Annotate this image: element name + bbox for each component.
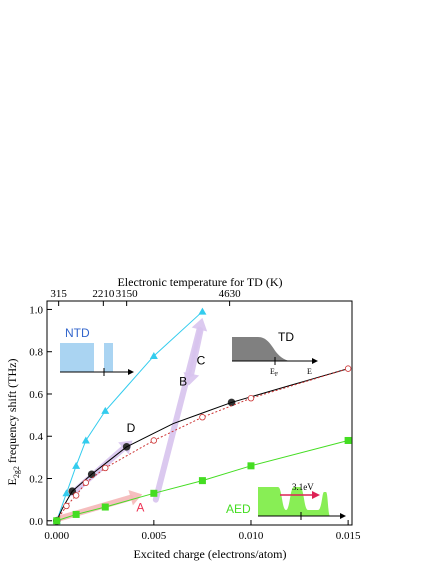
highlight-arrow-head xyxy=(191,317,208,332)
series-ntd-point xyxy=(62,489,71,497)
series-ntd-point xyxy=(149,351,158,359)
annotation-d: D xyxy=(127,421,136,435)
series-ntd-point xyxy=(81,436,90,444)
ntd-band-1 xyxy=(60,343,94,372)
y-tick-label: 0.8 xyxy=(29,347,43,359)
ntd-label: NTD xyxy=(65,326,90,340)
top-tick-label: 2210 xyxy=(92,288,115,300)
series-td-open-point xyxy=(102,464,109,472)
series-aed-point xyxy=(53,517,61,525)
aed-label: AED xyxy=(226,502,251,516)
ntd-inset: NTD xyxy=(60,326,134,376)
highlight-arrow-shaft xyxy=(188,327,204,377)
series-aed-point xyxy=(247,462,255,470)
series-td-open-point xyxy=(199,414,206,421)
series-td-open-point xyxy=(82,479,90,486)
aed-excitation-arrowhead xyxy=(312,491,320,499)
td-distribution-fill xyxy=(232,337,292,361)
y-axis-label: E2g2 frequency shift (THz) xyxy=(5,359,21,486)
series-ntd-point xyxy=(198,307,207,315)
td-e-label: E xyxy=(307,367,312,376)
series-td-open-line xyxy=(56,368,349,522)
series-aed-point xyxy=(101,503,109,511)
series-td-open-point xyxy=(63,502,70,510)
ntd-axis-arrowhead xyxy=(128,369,134,375)
y-tick-label: 0.2 xyxy=(29,474,43,486)
td-ef-label: EF xyxy=(270,367,279,378)
y-tick-label: 0.4 xyxy=(29,431,43,443)
y-tick-label: 0.0 xyxy=(29,516,43,528)
aed-axis-arrowhead xyxy=(340,513,346,519)
x-tick-label: 0.000 xyxy=(44,530,69,542)
aed-energy-label: 3.1eV xyxy=(292,482,314,492)
annotation-a: A xyxy=(136,500,144,514)
axis-ticks: 0.000 0.005 0.010 0.015 0.0 0.2 0.4 0.6 0.8 1.0 31… xyxy=(29,288,361,542)
x-tick-label: 0.010 xyxy=(239,530,264,542)
top-tick-label: 315 xyxy=(50,288,67,300)
highlight-arrow-shaft xyxy=(55,494,134,522)
series-layer xyxy=(52,307,352,525)
series-td-open-point xyxy=(150,437,158,444)
aed-inset: 3.1eV AED xyxy=(226,482,346,520)
td-inset: TD EF E xyxy=(232,330,318,378)
y-tick-label: 0.6 xyxy=(29,389,43,401)
series-aed-point xyxy=(344,436,352,444)
annotations: A BC D xyxy=(127,353,206,514)
annotation-b: B xyxy=(179,375,187,389)
series-td-open-point xyxy=(344,365,352,372)
top-tick-label: 4630 xyxy=(219,288,242,300)
highlight-arrow-head xyxy=(128,490,143,506)
series-aed-point xyxy=(198,477,206,485)
top-axis-label: Electronic temperature for TD (K) xyxy=(117,275,282,289)
ntd-band-2 xyxy=(104,343,113,372)
series-ntd-point xyxy=(72,461,81,469)
highlight-arrows xyxy=(55,317,208,522)
insets: NTD TD EF E 3.1eV AED xyxy=(60,326,346,520)
series-td-line xyxy=(56,368,349,521)
plot-border xyxy=(46,300,353,526)
annotation-c: C xyxy=(197,353,206,367)
series-td-open-point xyxy=(247,395,255,402)
series-aed-point xyxy=(72,510,80,518)
plot-frame xyxy=(46,300,353,526)
series-aed-point xyxy=(150,489,158,497)
y-tick-label: 1.0 xyxy=(29,304,43,316)
x-tick-label: 0.005 xyxy=(141,530,166,542)
x-tick-label: 0.015 xyxy=(336,530,361,542)
series-td-open-point xyxy=(72,492,80,499)
td-axis-arrowhead xyxy=(312,358,318,364)
top-tick-label: 3150 xyxy=(116,288,139,300)
td-label: TD xyxy=(278,330,294,344)
aed-distribution-fill xyxy=(258,487,330,516)
series-ntd-point xyxy=(101,406,110,414)
highlight-arrow-head xyxy=(183,372,200,386)
x-axis-label: Excited charge (electrons/atom) xyxy=(133,547,286,561)
